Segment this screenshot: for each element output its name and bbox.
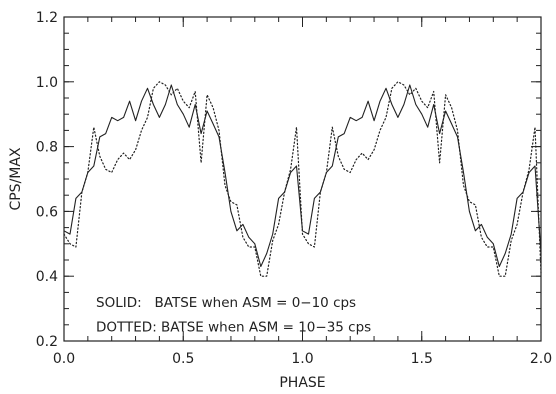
legend-solid-label: SOLID: BATSE when ASM = 0−10 cps [96,295,356,311]
x-tick-label: 0.0 [53,351,75,367]
major-ticks [63,16,542,342]
x-axis-label: PHASE [279,375,325,391]
y-tick-label: 0.8 [36,140,58,156]
legend-dotted-label: DOTTED: BATSE when ASM = 10−35 cps [96,319,371,335]
y-tick-label: 1.2 [36,10,58,26]
y-tick-label: 0.2 [36,334,58,350]
y-tick-label: 0.4 [36,269,58,285]
x-tick-labels: 0.0 0.5 1.0 1.5 2.0 [53,351,552,367]
solid-series-line [63,84,542,268]
series-lines [63,81,542,277]
y-axis-label: CPS/MAX [8,147,24,210]
dotted-series-line [63,81,542,277]
x-tick-label: 1.0 [291,351,313,367]
x-tick-label: 1.5 [411,351,433,367]
y-tick-label: 0.6 [36,204,58,220]
x-tick-label: 2.0 [530,351,552,367]
minor-ticks [63,16,542,342]
x-tick-label: 0.5 [172,351,194,367]
y-tick-labels: 0.2 0.4 0.6 0.8 1.0 1.2 [36,10,58,350]
plot-frame [63,16,542,342]
y-tick-label: 1.0 [36,75,58,91]
